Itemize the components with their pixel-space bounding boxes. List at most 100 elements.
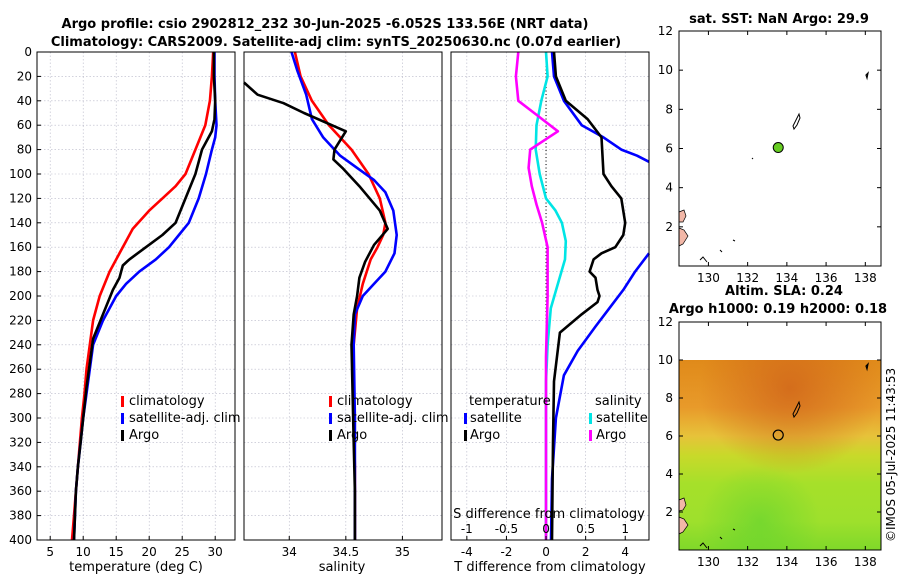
salinity-grid xyxy=(244,51,442,541)
y-tick-label: 280 xyxy=(9,387,32,401)
temperature-panel: 0 20 40 60 80 100 120 140 160 180 200 220 240 260 280 3… xyxy=(9,45,241,575)
s-tick-label: 1 xyxy=(621,522,629,536)
temperature-tick-labels: 5 10 15 20 25 30 xyxy=(46,536,223,559)
legend-t-satellite-swatch xyxy=(464,413,467,424)
series-line-argo xyxy=(243,81,390,540)
y-tick-label: 240 xyxy=(9,338,32,352)
legend-t-argo: Argo xyxy=(470,428,500,443)
x-tick-label: -2 xyxy=(500,545,512,559)
lon-tick-label: 136 xyxy=(815,271,838,285)
y-tick-label: 20 xyxy=(17,69,32,83)
sst-map-panel: sat. SST: NaN Argo: 29.9 130 132 134 136 138… xyxy=(658,12,882,285)
sal-legend-argo: Argo xyxy=(337,428,367,443)
lon-tick-label: 130 xyxy=(697,271,720,285)
imos-credit: ©IMOS 05-Jul-2025 11:43:53 xyxy=(884,368,898,542)
difference-panel: -4 -2 0 2 4 -1 -0.5 0 0.5 1 S difference from cl… xyxy=(450,51,651,575)
series-line-t-argo xyxy=(550,51,627,541)
sal-legend-climatology: climatology xyxy=(337,394,413,409)
salinity-axis-label: salinity xyxy=(319,560,366,575)
difference-grid xyxy=(451,51,649,541)
x-tick-label: 25 xyxy=(175,545,190,559)
x-tick-label: 10 xyxy=(76,545,91,559)
sst-lon-ticks: 130 132 134 136 138 xyxy=(697,31,877,285)
temperature-series xyxy=(70,51,218,541)
sal-legend-satellite-swatch xyxy=(329,413,332,424)
y-tick-label: 200 xyxy=(9,289,32,303)
x-tick-label: 30 xyxy=(208,545,223,559)
s-tick-label: -0.5 xyxy=(495,522,518,536)
temperature-axis-label: temperature (deg C) xyxy=(69,560,203,575)
y-tick-label: 180 xyxy=(9,265,32,279)
x-tick-label: -4 xyxy=(461,545,473,559)
y-tick-label: 80 xyxy=(17,143,32,157)
y-tick-label: 300 xyxy=(9,411,32,425)
lon-tick-label: 134 xyxy=(775,271,798,285)
sst-map-title: sat. SST: NaN Argo: 29.9 xyxy=(689,12,869,27)
salinity-legend: climatology satellite-adj. clim Argo xyxy=(329,394,449,443)
lon-tick-label: 132 xyxy=(736,555,759,569)
salinity-axes-box xyxy=(243,51,443,541)
series-line-argo xyxy=(72,52,217,541)
lat-tick-label: 12 xyxy=(658,24,673,38)
x-tick-label: 4 xyxy=(621,545,629,559)
t-diff-axis-label: T difference from climatology xyxy=(453,560,646,575)
lat-tick-label: 8 xyxy=(665,102,673,116)
series-line-satellite-adj-clim xyxy=(290,51,399,540)
sla-float-marker xyxy=(772,429,784,441)
y-tick-label: 0 xyxy=(24,45,32,59)
difference-axes-box xyxy=(450,51,650,541)
lon-tick-label: 136 xyxy=(815,555,838,569)
s-diff-tick-labels: -1 -0.5 0 0.5 1 xyxy=(461,522,629,536)
sla-map-title-line2: Argo h1000: 0.19 h2000: 0.18 xyxy=(669,302,887,317)
legend-argo-swatch xyxy=(121,430,124,441)
difference-series xyxy=(514,51,651,541)
legend-temperature-header: temperature xyxy=(469,394,551,409)
y-tick-label: 360 xyxy=(9,484,32,498)
t-diff-tick-labels: -4 -2 0 2 4 xyxy=(461,536,629,559)
salinity-tick-labels: 34 34.5 35 xyxy=(282,536,410,559)
lat-tick-label: 4 xyxy=(665,467,673,481)
legend-s-argo-swatch xyxy=(589,430,592,441)
figure-title-line2: Climatology: CARS2009. Satellite-adj cli… xyxy=(51,35,621,50)
legend-t-satellite: satellite xyxy=(470,411,522,426)
y-tick-label: 260 xyxy=(9,362,32,376)
legend-satellite: satellite-adj. clim xyxy=(129,411,241,426)
s-tick-label: -1 xyxy=(461,522,473,536)
sal-legend-argo-swatch xyxy=(329,430,332,441)
legend-s-argo: Argo xyxy=(596,428,626,443)
sla-lon-ticks: 130 132 134 136 138 xyxy=(697,322,877,569)
sla-map-title-line1: Altim. SLA: 0.24 xyxy=(725,284,843,299)
legend-climatology-swatch xyxy=(121,396,124,407)
series-line-s-argo xyxy=(514,51,560,540)
lon-tick-label: 130 xyxy=(697,555,720,569)
x-tick-label: 0 xyxy=(542,545,550,559)
lon-tick-label: 132 xyxy=(736,271,759,285)
x-tick-label: 34.5 xyxy=(332,545,359,559)
y-tick-label: 400 xyxy=(9,533,32,547)
y-tick-label: 380 xyxy=(9,509,32,523)
legend-s-satellite: satellite xyxy=(596,411,648,426)
sla-island-chain xyxy=(792,400,801,419)
salinity-panel: 34 34.5 35 salinity climatology satellite-… xyxy=(243,51,449,575)
y-tick-label: 340 xyxy=(9,460,32,474)
legend-salinity-header: salinity xyxy=(595,394,642,409)
lat-tick-label: 10 xyxy=(658,63,673,77)
y-tick-label: 320 xyxy=(9,435,32,449)
legend-argo: Argo xyxy=(129,428,159,443)
sst-land xyxy=(678,71,869,263)
x-tick-label: 5 xyxy=(46,545,54,559)
lat-tick-label: 12 xyxy=(658,315,673,329)
lon-tick-label: 134 xyxy=(775,555,798,569)
lat-tick-label: 8 xyxy=(665,391,673,405)
sst-float-marker xyxy=(772,142,784,154)
sst-coast-specks xyxy=(699,157,754,263)
s-tick-label: 0.5 xyxy=(576,522,595,536)
y-tick-label: 160 xyxy=(9,240,32,254)
legend-s-satellite-swatch xyxy=(589,413,592,424)
y-tick-label: 60 xyxy=(17,118,32,132)
lat-tick-label: 10 xyxy=(658,353,673,367)
sal-legend-climatology-swatch xyxy=(329,396,332,407)
sst-lat-ticks: 2 4 6 8 10 12 xyxy=(658,24,881,234)
sla-cool-anomaly xyxy=(679,360,881,550)
